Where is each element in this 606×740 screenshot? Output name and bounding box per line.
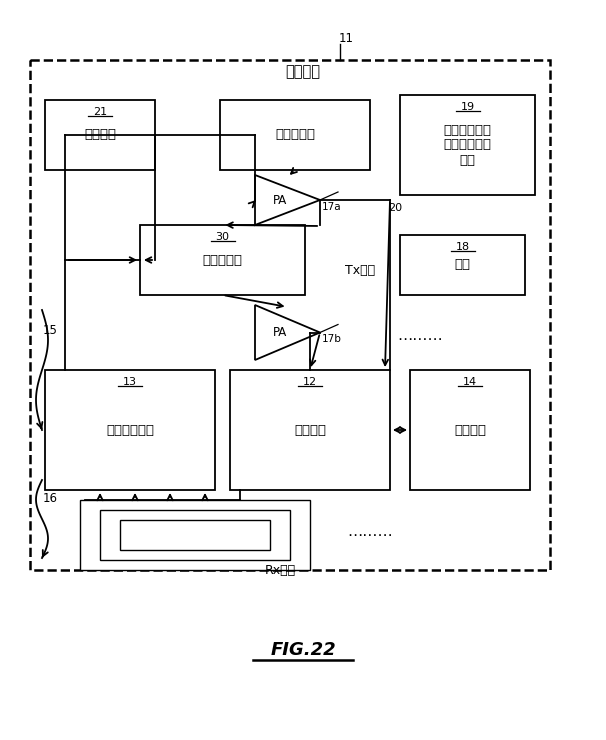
Polygon shape	[255, 305, 320, 360]
Text: 12: 12	[303, 377, 317, 387]
Text: コンピュータ
読取り可能な
媒体: コンピュータ 読取り可能な 媒体	[444, 124, 491, 166]
Bar	[410, 370, 530, 490]
Text: 13: 13	[123, 377, 137, 387]
Text: 14: 14	[463, 377, 477, 387]
Text: FIG.22: FIG.22	[270, 641, 336, 659]
Text: PA: PA	[273, 193, 287, 206]
Text: プロセッサ: プロセッサ	[275, 129, 315, 141]
Text: バッテリ: バッテリ	[84, 129, 116, 141]
Bar	[400, 235, 525, 295]
Bar	[400, 95, 535, 195]
Text: 無線装置: 無線装置	[285, 64, 321, 79]
Text: Rx経路: Rx経路	[264, 563, 296, 576]
Text: スイッチ: スイッチ	[294, 423, 326, 437]
Text: 11: 11	[339, 32, 353, 44]
Text: 30: 30	[216, 232, 230, 242]
Text: パワー管理: パワー管理	[202, 254, 242, 266]
Text: 19: 19	[461, 102, 474, 112]
Text: アンテナ: アンテナ	[454, 423, 486, 437]
Text: PA: PA	[273, 326, 287, 339]
Text: Tx経路: Tx経路	[345, 263, 375, 277]
Text: ⋯⋯⋯: ⋯⋯⋯	[347, 528, 393, 542]
Polygon shape	[255, 175, 320, 225]
Text: 15: 15	[43, 323, 58, 337]
Bar	[230, 370, 390, 490]
Bar	[120, 520, 270, 550]
Bar	[80, 500, 310, 570]
Text: 18: 18	[456, 242, 470, 252]
Bar	[100, 510, 290, 560]
Text: 制御: 制御	[454, 258, 470, 272]
Text: トランシーバ: トランシーバ	[106, 423, 154, 437]
Text: 17b: 17b	[322, 334, 342, 345]
Text: 17a: 17a	[322, 202, 342, 212]
Bar	[45, 100, 155, 170]
Text: 21: 21	[93, 107, 107, 117]
Bar	[220, 100, 370, 170]
Bar	[140, 225, 305, 295]
Bar	[30, 60, 550, 570]
Text: 20: 20	[388, 203, 402, 213]
Text: ⋯⋯⋯: ⋯⋯⋯	[397, 332, 443, 348]
Text: 16: 16	[43, 491, 58, 505]
Bar	[45, 370, 215, 490]
